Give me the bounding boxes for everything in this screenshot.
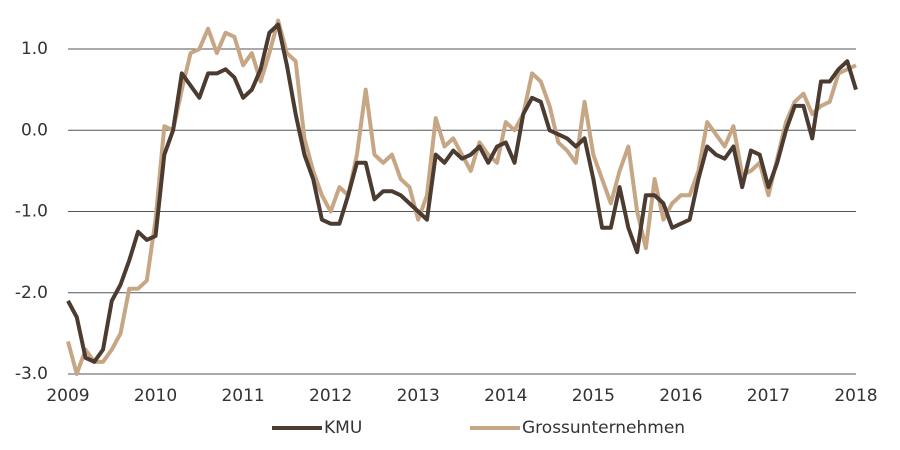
y-tick-label: -2.0: [15, 283, 48, 303]
y-tick-label: 1.0: [21, 39, 48, 59]
x-tick-label: 2018: [834, 386, 877, 406]
series-line: [66, 22, 858, 364]
y-tick-label: 0.0: [21, 120, 48, 140]
x-tick-label: 2013: [397, 386, 440, 406]
x-tick-label: 2017: [747, 386, 790, 406]
x-tick-label: 2011: [221, 386, 264, 406]
legend-label: Grossunternehmen: [522, 418, 685, 438]
x-tick-label: 2016: [659, 386, 702, 406]
series-line: [66, 18, 857, 376]
y-tick-label: -3.0: [15, 364, 48, 384]
x-tick-label: 2014: [484, 386, 527, 406]
x-tick-label: 2012: [309, 386, 352, 406]
x-tick-label: 2015: [572, 386, 615, 406]
x-tick-label: 2010: [134, 386, 177, 406]
y-tick-label: -1.0: [15, 202, 48, 222]
x-tick-label: 2009: [46, 386, 89, 406]
legend-label: KMU: [324, 418, 362, 438]
